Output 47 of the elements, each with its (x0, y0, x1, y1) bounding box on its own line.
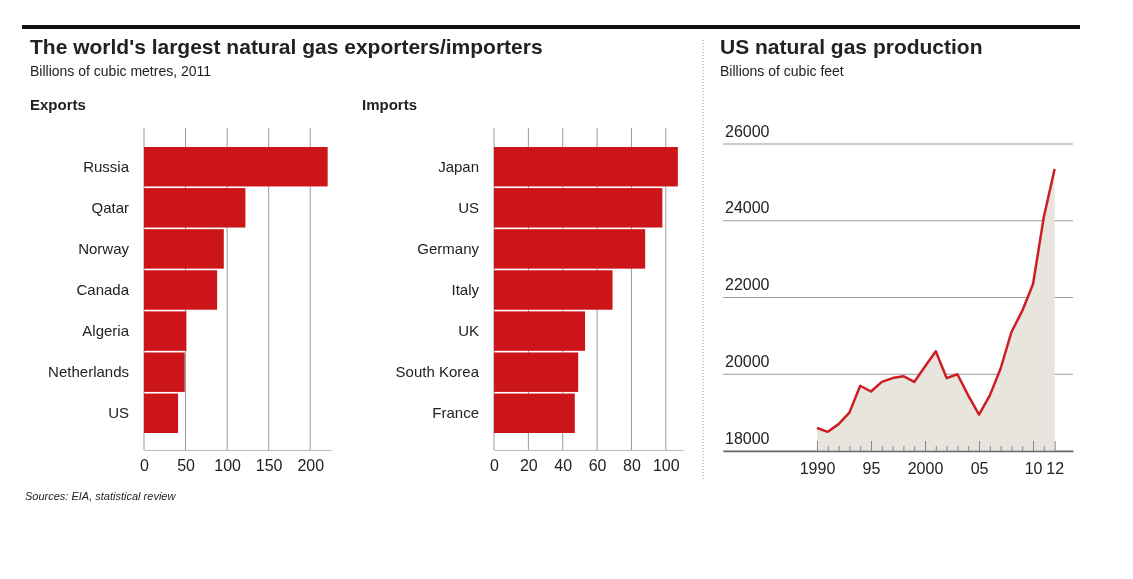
x-tick-label: 100 (214, 457, 242, 475)
x-tick-label: 20 (519, 457, 538, 475)
y-tick-label: 22000 (725, 276, 770, 293)
x-tick-label: 60 (588, 457, 607, 475)
y-tick-label: UK (458, 321, 479, 339)
chart-subtitle: Billions of cubic metres, 2011 (30, 63, 212, 79)
y-tick-label: 24000 (725, 199, 770, 217)
x-tick-label: 2000 (907, 460, 944, 478)
chart-title: US natural gas production (720, 35, 983, 58)
x-tick-label: 40 (554, 457, 573, 475)
x-tick-label: 10 (1024, 460, 1043, 478)
y-tick-label: 18000 (725, 429, 770, 447)
chart-title: The world's largest natural gas exporters/importers (30, 35, 543, 58)
y-tick-label: US (108, 404, 129, 422)
y-tick-label: Qatar (91, 198, 129, 216)
y-tick-label: 26000 (725, 122, 770, 140)
y-tick-label: 20000 (725, 352, 770, 370)
x-tick-label: 0 (490, 457, 500, 475)
chart-subtitle: Billions of cubic feet (720, 63, 844, 79)
x-tick-label: 50 (177, 457, 196, 475)
x-tick-label: 80 (623, 457, 641, 475)
x-tick-label: 95 (862, 460, 881, 478)
x-tick-label: 12 (1046, 460, 1065, 478)
bar (144, 393, 179, 433)
y-tick-label: South Korea (395, 362, 480, 380)
chart-title: Imports (362, 96, 418, 113)
bar (144, 147, 328, 187)
y-tick-label: Japan (438, 157, 479, 175)
x-tick-label: 1990 (799, 460, 836, 478)
x-tick-label: 150 (255, 457, 283, 475)
x-tick-label: 0 (140, 457, 150, 475)
bar (494, 147, 678, 187)
x-tick-label: 200 (297, 457, 325, 475)
y-tick-label: Italy (451, 280, 480, 298)
y-tick-label: Germany (417, 239, 480, 257)
source-note: Sources: EIA, statistical review (25, 490, 177, 502)
y-tick-label: Russia (83, 157, 130, 175)
bar (494, 393, 575, 433)
y-tick-label: Netherlands (48, 362, 129, 380)
y-tick-label: France (432, 404, 479, 422)
y-tick-label: US (458, 198, 479, 216)
y-tick-label: Canada (76, 280, 130, 298)
x-tick-label: 100 (652, 457, 680, 475)
text: Exports (30, 96, 86, 113)
y-tick-label: Norway (78, 239, 130, 257)
x-tick-label: 05 (970, 460, 989, 478)
y-tick-label: Algeria (82, 321, 130, 339)
